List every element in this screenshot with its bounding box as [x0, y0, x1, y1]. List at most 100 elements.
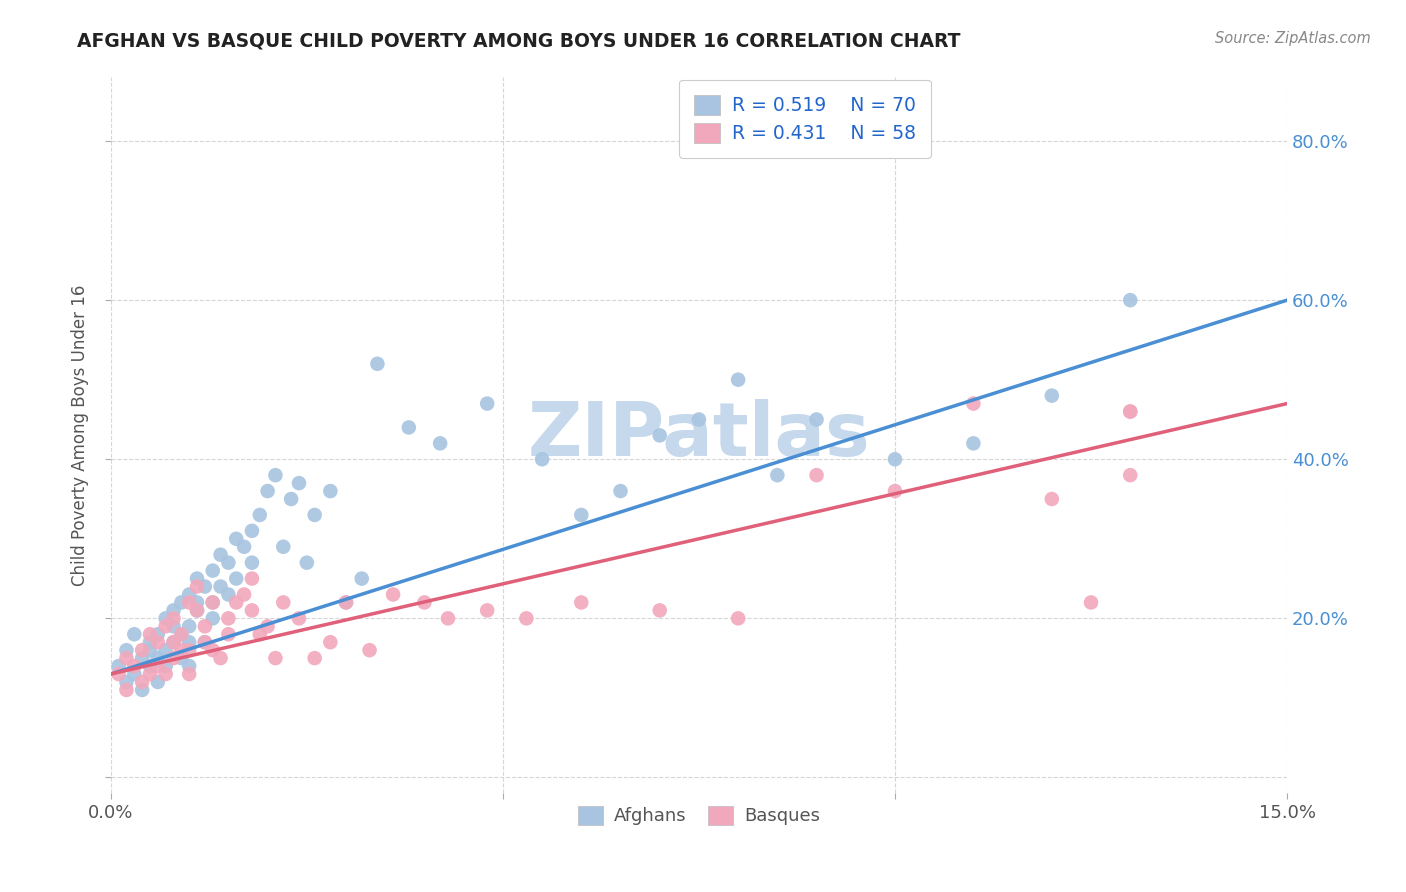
Point: [477, 396, 499, 410]
Point: [569, 595, 592, 609]
Point: [155, 619, 177, 633]
Point: [170, 627, 193, 641]
Point: [115, 675, 138, 690]
Point: [1119, 404, 1142, 418]
Point: [295, 556, 318, 570]
Point: [186, 603, 208, 617]
Point: [194, 580, 217, 594]
Point: [139, 643, 162, 657]
Point: [304, 508, 326, 522]
Point: [107, 667, 129, 681]
Point: [146, 635, 169, 649]
Point: [131, 675, 153, 690]
Point: [186, 580, 208, 594]
Point: [648, 603, 671, 617]
Point: [437, 611, 460, 625]
Point: [201, 595, 224, 609]
Point: [146, 651, 169, 665]
Point: [531, 452, 554, 467]
Y-axis label: Child Poverty Among Boys Under 16: Child Poverty Among Boys Under 16: [72, 285, 89, 586]
Text: Source: ZipAtlas.com: Source: ZipAtlas.com: [1215, 31, 1371, 46]
Point: [288, 476, 311, 491]
Point: [201, 595, 224, 609]
Point: [217, 627, 239, 641]
Point: [131, 643, 153, 657]
Point: [139, 659, 162, 673]
Point: [139, 635, 162, 649]
Point: [209, 651, 232, 665]
Point: [225, 532, 247, 546]
Point: [335, 595, 357, 609]
Point: [170, 595, 193, 609]
Point: [1040, 491, 1063, 506]
Point: [240, 572, 263, 586]
Point: [256, 484, 278, 499]
Point: [139, 627, 162, 641]
Text: ZIPatlas: ZIPatlas: [527, 399, 870, 472]
Point: [124, 627, 146, 641]
Point: [413, 595, 436, 609]
Legend: Afghans, Basques: Afghans, Basques: [568, 797, 830, 834]
Point: [335, 595, 357, 609]
Point: [217, 611, 239, 625]
Point: [179, 635, 201, 649]
Point: [131, 651, 153, 665]
Point: [209, 580, 232, 594]
Point: [179, 587, 201, 601]
Point: [186, 572, 208, 586]
Point: [240, 556, 263, 570]
Point: [240, 524, 263, 538]
Point: [162, 635, 184, 649]
Point: [280, 491, 302, 506]
Point: [1119, 468, 1142, 483]
Point: [264, 651, 287, 665]
Point: [146, 627, 169, 641]
Point: [727, 611, 749, 625]
Point: [170, 643, 193, 657]
Point: [162, 603, 184, 617]
Point: [115, 682, 138, 697]
Point: [115, 643, 138, 657]
Point: [609, 484, 631, 499]
Point: [688, 412, 710, 426]
Point: [115, 651, 138, 665]
Point: [233, 587, 256, 601]
Point: [201, 564, 224, 578]
Point: [194, 635, 217, 649]
Point: [806, 412, 828, 426]
Point: [884, 452, 907, 467]
Point: [162, 635, 184, 649]
Point: [179, 659, 201, 673]
Point: [162, 619, 184, 633]
Point: [249, 508, 271, 522]
Point: [359, 643, 381, 657]
Point: [155, 667, 177, 681]
Point: [366, 357, 388, 371]
Point: [146, 659, 169, 673]
Point: [201, 643, 224, 657]
Point: [727, 373, 749, 387]
Point: [1080, 595, 1102, 609]
Point: [304, 651, 326, 665]
Text: AFGHAN VS BASQUE CHILD POVERTY AMONG BOYS UNDER 16 CORRELATION CHART: AFGHAN VS BASQUE CHILD POVERTY AMONG BOY…: [77, 31, 960, 50]
Point: [186, 603, 208, 617]
Point: [962, 436, 984, 450]
Point: [1040, 389, 1063, 403]
Point: [240, 603, 263, 617]
Point: [179, 667, 201, 681]
Point: [225, 595, 247, 609]
Point: [225, 572, 247, 586]
Point: [131, 682, 153, 697]
Point: [477, 603, 499, 617]
Point: [319, 635, 342, 649]
Point: [256, 619, 278, 633]
Point: [124, 659, 146, 673]
Point: [179, 619, 201, 633]
Point: [962, 396, 984, 410]
Point: [194, 635, 217, 649]
Point: [884, 484, 907, 499]
Point: [155, 659, 177, 673]
Point: [146, 675, 169, 690]
Point: [179, 643, 201, 657]
Point: [271, 540, 294, 554]
